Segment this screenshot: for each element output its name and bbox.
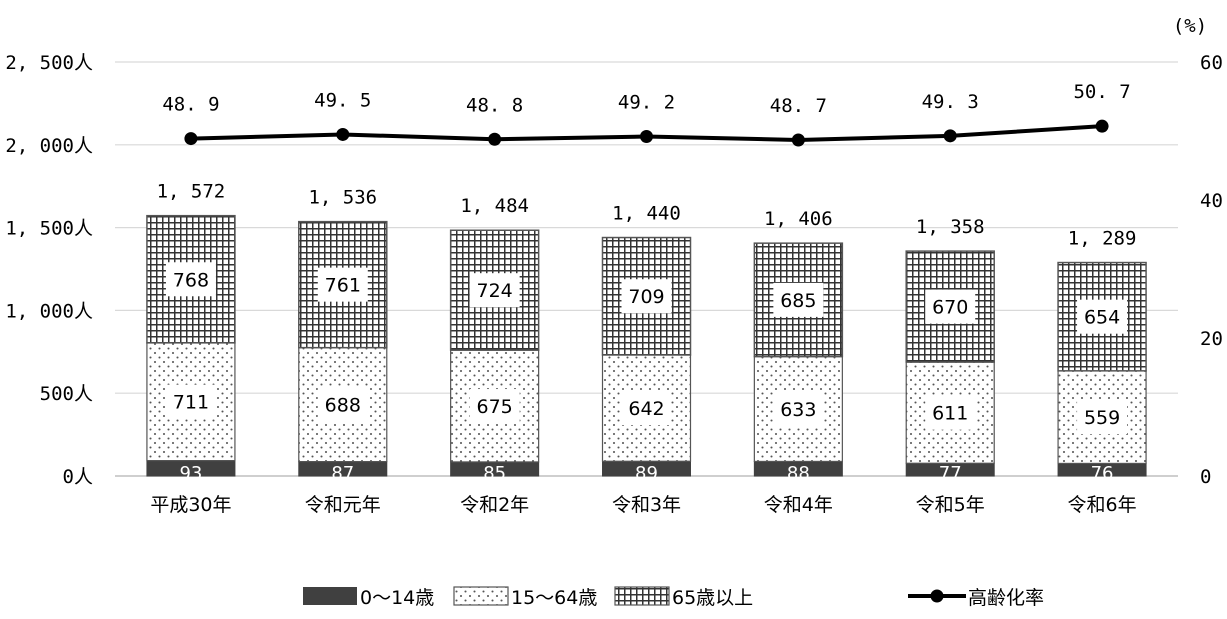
aging-rate-label: 48. 7 [770,95,827,117]
label-box [165,262,216,297]
label-box [317,267,368,302]
bars: 768 711 93 1, 572 761 688 87 1, 536 724 675 85 1, 4… [146,181,1147,484]
label-box [925,395,976,430]
legend-swatch-0-14 [303,587,357,605]
total-label: 1, 484 [460,195,529,217]
segment-label-65-plus: 724 [477,280,513,302]
category-label: 平成30年 [150,494,231,516]
left-tick-label: 2, 000人 [5,135,93,157]
legend: 0～14歳 15～64歳 65歳以上 高齢化率 [303,586,1044,609]
legend-line-marker [930,589,944,603]
segment-label-15-64: 688 [325,395,361,417]
aging-rate-label: 49. 3 [922,91,979,113]
legend-label-65-plus: 65歳以上 [672,587,753,609]
segment-label-15-64: 611 [932,403,968,425]
legend-swatch-15-64 [453,586,509,606]
label-box [469,273,520,308]
segment-label-0-14: 88 [787,463,810,484]
segment-label-0-14: 77 [939,463,962,484]
right-axis-unit: (%) [1173,15,1207,37]
segment-label-0-14: 87 [331,463,354,484]
aging-rate-point [943,129,957,143]
label-box [773,392,824,427]
category-label: 令和4年 [764,494,833,516]
aging-rate-label: 48. 9 [162,94,219,116]
aging-rate-point [791,133,805,147]
segment-label-15-64: 675 [477,396,513,418]
segment-label-0-14: 85 [483,463,506,484]
aging-rate-point [640,130,653,144]
label-box [165,384,216,419]
right-tick-label: 40 [1200,190,1223,212]
right-tick-label: 60 [1200,52,1223,74]
segment-label-0-14: 89 [635,463,658,484]
bar-segment-65-plus [1057,261,1147,372]
total-label: 1, 289 [1068,228,1137,250]
label-box [1077,299,1128,334]
segment-label-65-plus: 670 [932,297,968,319]
label-box [925,289,976,324]
aging-rate-label: 48. 8 [466,94,523,116]
left-axis-ticks: 0人 500人 1, 000人 1, 500人 2, 000人 2, 500人 [5,52,93,488]
segment-label-15-64: 642 [628,398,664,420]
total-label: 1, 536 [308,187,377,209]
legend-swatch-65-plus [614,586,670,606]
total-label: 1, 358 [916,216,985,238]
segment-label-65-plus: 768 [173,269,209,291]
label-box [469,389,520,424]
right-axis-ticks: 0 20 40 60 [1200,52,1223,488]
category-labels: 平成30年 令和元年 令和2年 令和3年 令和4年 令和5年 令和6年 [150,494,1136,516]
label-box [317,387,368,422]
segment-label-15-64: 633 [780,399,816,421]
right-tick-label: 0 [1200,466,1211,488]
total-label: 1, 406 [764,208,833,230]
legend-label-0-14: 0～14歳 [360,587,434,609]
legend-label-aging-rate: 高齢化率 [968,587,1044,609]
right-tick-label: 20 [1200,328,1223,350]
aging-rate-point [1095,119,1109,133]
category-label: 令和3年 [612,494,681,516]
aging-rate-label: 49. 5 [314,89,371,111]
segment-label-65-plus: 761 [325,275,361,297]
category-label: 令和2年 [460,494,529,516]
segment-label-15-64: 559 [1084,407,1120,429]
aging-rate-point [336,127,350,141]
segment-label-65-plus: 685 [780,290,816,312]
total-label: 1, 572 [157,181,226,203]
aging-rate-label: 50. 7 [1073,81,1130,103]
aging-rate-point [184,132,198,146]
aging-rate-line: 48. 9 49. 5 48. 8 49. 2 48. 7 49. 3 50. 7 [162,81,1131,147]
bar-segment-65-plus [753,242,844,358]
aging-rate-point [488,132,502,146]
segment-label-65-plus: 654 [1084,307,1120,329]
legend-label-15-64: 15～64歳 [511,587,597,609]
left-tick-label: 500人 [40,383,93,405]
segment-label-65-plus: 709 [628,286,664,308]
left-tick-label: 2, 500人 [5,52,93,74]
total-label: 1, 440 [612,203,681,225]
label-box [773,282,824,317]
category-label: 令和元年 [305,494,381,516]
left-tick-label: 1, 000人 [5,300,93,322]
category-label: 令和5年 [916,494,985,516]
aging-rate-label: 49. 2 [618,92,675,114]
label-box [1077,400,1128,435]
left-tick-label: 1, 500人 [5,218,93,240]
label-box [621,279,672,314]
segment-label-0-14: 93 [179,463,202,484]
segment-label-0-14: 76 [1091,463,1114,484]
label-box [621,391,672,426]
bar-segment-15-64 [146,342,236,462]
left-tick-label: 0人 [63,466,93,488]
segment-label-15-64: 711 [173,392,209,414]
category-label: 令和6年 [1068,494,1137,516]
